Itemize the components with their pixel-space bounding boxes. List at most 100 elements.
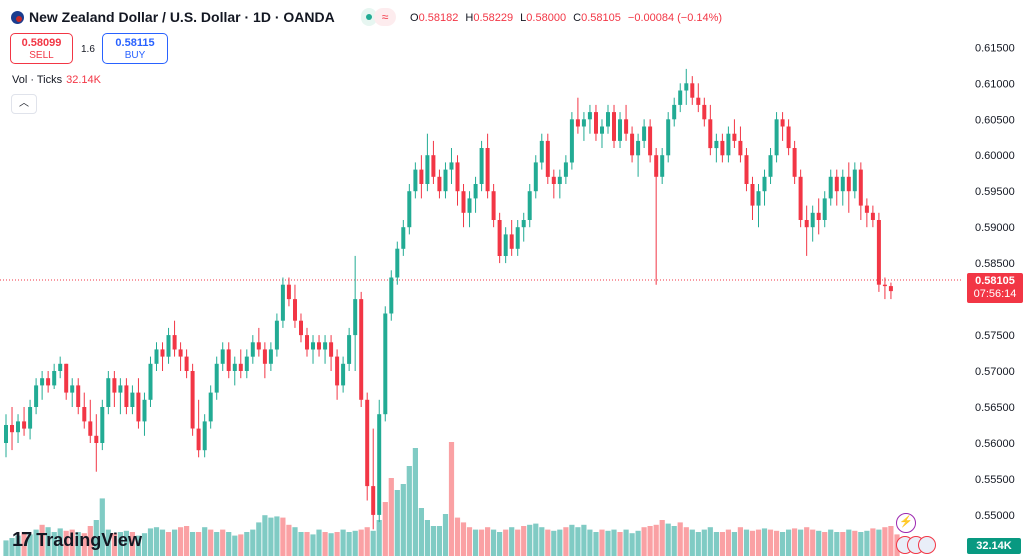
candle [124, 378, 129, 415]
candle [636, 133, 641, 177]
volume-bar [153, 527, 160, 556]
candle [395, 241, 400, 285]
buy-price: 0.58115 [115, 37, 155, 49]
volume-bar [737, 527, 743, 556]
volume-bar [701, 529, 707, 556]
eye-icon[interactable] [361, 8, 377, 26]
candle [630, 126, 635, 163]
price-axis[interactable]: 0.61500 0.61000 0.60500 0.60000 0.59500 0.590… [975, 42, 1015, 522]
candle [250, 335, 255, 364]
volume-bar [689, 529, 695, 556]
volume-bar [135, 535, 141, 556]
candle [202, 414, 207, 458]
buy-label: BUY [124, 50, 146, 61]
candle [232, 356, 237, 386]
volume-bar [780, 532, 786, 556]
volume-bar [45, 527, 51, 556]
sell-price: 0.58099 [21, 37, 62, 49]
candle [100, 399, 105, 451]
candle [678, 83, 683, 113]
volume-bar [21, 532, 27, 556]
price-tick-label: 0.56000 [975, 438, 1015, 450]
volume-bar [268, 517, 274, 556]
volume-bar [250, 529, 256, 556]
candle [714, 133, 719, 163]
price-tick-label: 0.55000 [975, 510, 1015, 522]
tradingview-logo[interactable]: 17 TradingView [12, 527, 142, 553]
volume-bar [226, 532, 232, 556]
volume-bar [147, 528, 154, 556]
buy-button[interactable]: 0.58115 BUY [102, 33, 168, 64]
volume-bar [75, 532, 81, 556]
volume-bar [605, 530, 611, 556]
candle [431, 140, 436, 184]
candle [64, 363, 69, 400]
candle [286, 277, 291, 307]
volume-bar [647, 526, 653, 556]
candle [840, 169, 845, 206]
candle [178, 342, 183, 371]
candle [329, 335, 334, 371]
candle [401, 220, 406, 256]
volume-bar [376, 520, 382, 556]
candle [816, 198, 821, 235]
price-tick-label: 0.59500 [975, 186, 1015, 198]
volume-bar [611, 529, 617, 556]
volume-bars [3, 442, 900, 556]
spread-value: 1.6 [81, 44, 95, 55]
candle [822, 191, 827, 228]
candle [365, 392, 370, 501]
volume-bar [521, 526, 527, 556]
volume-bar [286, 524, 292, 556]
ohlc-values: O0.58182 H0.58229 L0.58000 C0.58105 −0.0… [410, 12, 726, 24]
candle [774, 112, 779, 163]
wave-icon[interactable]: ≈ [374, 8, 396, 26]
volume-legend[interactable]: Vol · Ticks 32.14K [12, 74, 101, 86]
volume-bar [454, 517, 461, 556]
volume-bar [304, 532, 310, 556]
candle [666, 112, 671, 163]
candle [425, 133, 430, 192]
candle [160, 342, 165, 371]
volume-bar [840, 532, 846, 556]
volume-axis-label: 32.14K [967, 538, 1021, 554]
candle [792, 140, 797, 184]
candle [750, 176, 755, 220]
symbol-title[interactable]: New Zealand Dollar / U.S. Dollar · 1D · … [29, 9, 335, 25]
volume-bar [352, 530, 358, 556]
volume-bar [665, 523, 671, 556]
volume-bar [184, 526, 190, 556]
candle [70, 378, 75, 407]
volume-bar [617, 532, 623, 556]
volume-bar [214, 532, 220, 556]
volume-bar [51, 532, 57, 556]
volume-bar [774, 530, 780, 556]
volume-bar [33, 529, 39, 556]
candle [172, 320, 177, 357]
collapse-legend-button[interactable]: ︿ [11, 94, 37, 114]
candle [299, 313, 303, 343]
candle [317, 335, 321, 357]
candle [672, 97, 677, 127]
volume-bar [123, 530, 129, 556]
candle [834, 169, 839, 206]
candle [473, 176, 478, 213]
volume-bar [334, 532, 340, 556]
volume-bar [485, 527, 491, 556]
volume-bar [460, 522, 467, 556]
sell-button[interactable]: 0.58099 SELL [10, 33, 73, 64]
candle [569, 112, 574, 170]
lightning-icon[interactable]: ⚡ [896, 513, 916, 533]
volume-bar [515, 529, 521, 556]
volume-bar [292, 527, 298, 556]
candle [335, 349, 340, 400]
us-flag-icon[interactable] [918, 536, 936, 554]
volume-bar [436, 526, 442, 556]
volume-bar [298, 532, 304, 556]
volume-bar [834, 532, 840, 556]
candle [738, 126, 743, 163]
open-value: 0.58182 [418, 12, 459, 24]
volume-bar [274, 516, 280, 556]
volume-bar [810, 529, 816, 556]
